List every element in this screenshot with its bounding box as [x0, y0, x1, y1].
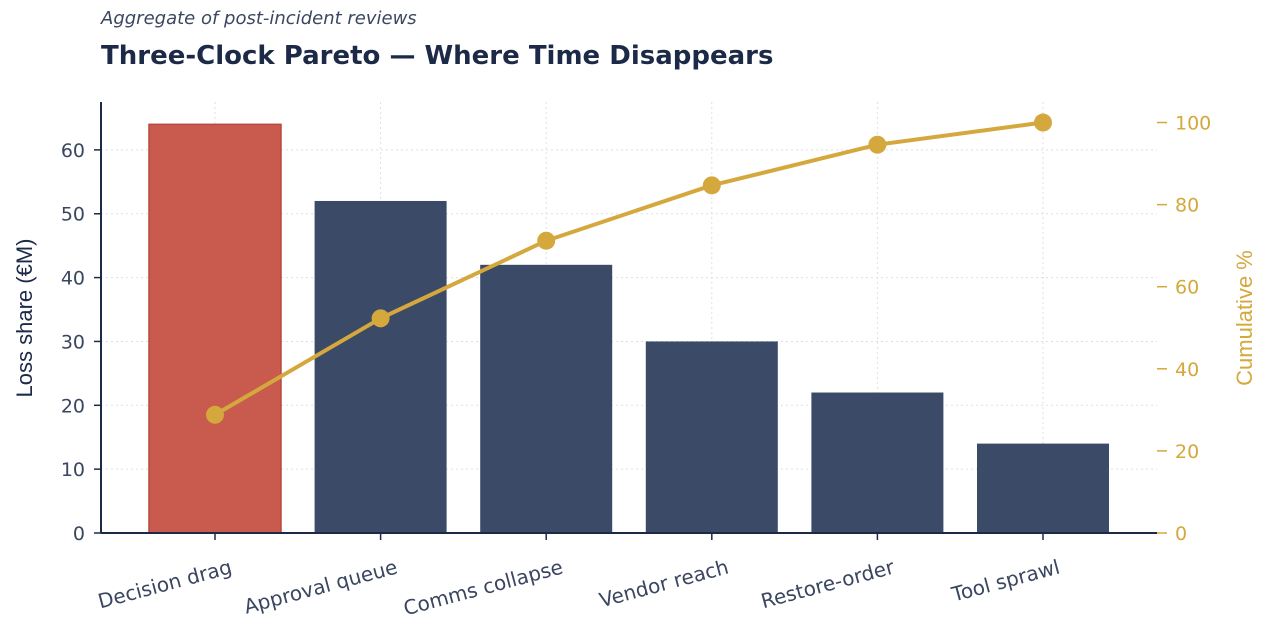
- y-tick-label-right: 40: [1175, 359, 1199, 381]
- chart-title: Three-Clock Pareto — Where Time Disappea…: [101, 41, 773, 71]
- x-tick-label: Comms collapse: [401, 555, 566, 621]
- y-tick-label-right: 0: [1175, 523, 1187, 545]
- y-axis-label-left: Loss share (€M): [12, 239, 37, 398]
- cumulative-point: [702, 176, 721, 195]
- y-tick-label-right: 100: [1175, 113, 1211, 135]
- bar: [314, 200, 447, 533]
- cumulative-polyline: [213, 120, 1045, 417]
- y-tick-label-right: 80: [1175, 195, 1199, 217]
- chart-subtitle: Aggregate of post-incident reviews: [100, 8, 417, 29]
- bar: [480, 264, 613, 533]
- cumulative-line: [206, 113, 1052, 424]
- y-tick-label-right: 60: [1175, 277, 1199, 299]
- bar: [645, 341, 778, 533]
- y-tick-label-left: 0: [73, 523, 85, 545]
- cumulative-point: [868, 135, 887, 154]
- bar: [977, 443, 1109, 533]
- bar: [811, 392, 944, 533]
- cumulative-point: [371, 309, 390, 328]
- cumulative-point: [206, 405, 224, 424]
- y-tick-label-left: 30: [61, 331, 85, 353]
- cumulative-point: [1034, 113, 1052, 132]
- x-tick-label: Vendor reach: [597, 555, 731, 613]
- x-tick-label: Restore-order: [758, 554, 897, 613]
- bars: [148, 123, 1109, 534]
- y-tick-label-left: 40: [61, 268, 85, 290]
- y-axis-label-right: Cumulative %: [1232, 250, 1257, 386]
- y-tick-label-left: 60: [61, 140, 85, 162]
- y-tick-label-left: 20: [61, 395, 85, 417]
- x-tick-label: Approval queue: [241, 555, 400, 619]
- x-tick-label: Tool sprawl: [948, 555, 1062, 607]
- y-tick-label-left: 50: [61, 204, 85, 226]
- x-tick-label: Decision drag: [95, 555, 234, 614]
- cumulative-point: [537, 231, 556, 250]
- bar-highlight: [148, 123, 282, 534]
- y-tick-label-left: 10: [61, 459, 85, 481]
- y-tick-label-right: 20: [1175, 441, 1199, 463]
